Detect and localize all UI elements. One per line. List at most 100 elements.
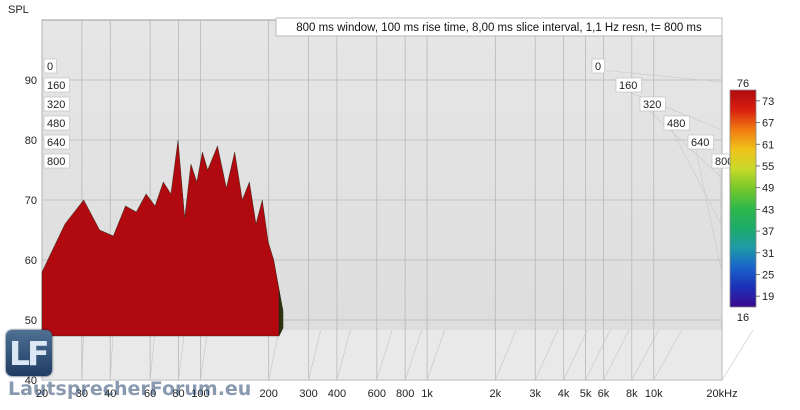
floor-line [336, 329, 351, 381]
time-tick-label: 480 [47, 118, 65, 130]
x-tick-label: 40 [104, 388, 116, 400]
color-scale-gradient [729, 89, 757, 308]
y-tick-label: 60 [25, 255, 37, 267]
time-tick-right: 320 [639, 96, 666, 112]
time-tick-left: 640 [43, 134, 70, 150]
x-tick-label: 800 [396, 388, 414, 400]
waterfall-surface [41, 139, 284, 337]
time-axis-labels: 0 0 160 160 320 320 480 480 640 640 800 800 [43, 58, 738, 169]
watermark-site-name: LautsprecherForum.eu [8, 378, 252, 400]
x-tick-label: 60 [144, 388, 156, 400]
x-tick-label: 600 [368, 388, 386, 400]
time-tick-label: 320 [47, 99, 65, 111]
time-tick-box [687, 134, 714, 150]
floor-line [404, 329, 422, 381]
time-tick-label: 0 [595, 61, 601, 73]
x-tick-label: 2k [490, 388, 502, 400]
watermark-logo: LF LautsprecherForum.eu [6, 330, 251, 402]
time-tick-box [43, 96, 70, 112]
time-tick-right: 0 [591, 58, 605, 74]
floor-line [376, 329, 393, 381]
time-tick-box [591, 58, 605, 74]
floor-line [268, 329, 280, 381]
depth-guide [719, 169, 723, 323]
time-tick-box [43, 115, 70, 131]
color-tick-label: 49 [762, 183, 774, 195]
x-tick-label: 3k [529, 388, 541, 400]
time-tick-right: 640 [687, 134, 714, 150]
x-tick-label: 4k [558, 388, 570, 400]
depth-guide [599, 69, 723, 83]
x-tick-label: 1k [421, 388, 433, 400]
time-tick-left: 800 [43, 153, 70, 169]
x-tick-label: 400 [328, 388, 346, 400]
time-tick-left: 160 [43, 77, 70, 93]
x-axis-labels: 20 30 40 60 80 100 200 300 400 600 800 1k 2k 3k 4k 5k 6k… [36, 388, 738, 400]
time-tick-left: 480 [43, 115, 70, 131]
x-tick-label: 200 [259, 388, 277, 400]
time-tick-label: 640 [47, 137, 65, 149]
floor-line [308, 329, 322, 381]
time-tick-left: 320 [43, 96, 70, 112]
time-tick-label: 480 [667, 118, 685, 130]
floor-line [721, 329, 754, 381]
chart-title-text: 800 ms window, 100 ms rise time, 8,00 ms… [296, 22, 702, 34]
time-tick-box [43, 153, 70, 169]
waterfall-slice [41, 139, 280, 337]
time-tick-box [43, 58, 57, 74]
floor-line [495, 329, 517, 381]
y-axis-labels: 40 50 60 70 80 90 [25, 75, 37, 387]
x-tick-label: 300 [299, 388, 317, 400]
color-tick-label: 31 [762, 248, 774, 260]
time-tick-label: 800 [47, 156, 65, 168]
depth-guide [671, 129, 723, 227]
chart-title: 800 ms window, 100 ms rise time, 8,00 ms… [275, 17, 723, 37]
x-tick-label: 10k [645, 388, 663, 400]
time-tick-label: 320 [643, 99, 661, 111]
time-tick-right: 480 [663, 115, 690, 131]
floor-line [109, 329, 114, 381]
time-tick-right: 160 [615, 77, 642, 93]
color-tick-label: 61 [762, 139, 774, 151]
time-tick-label: 160 [47, 80, 65, 92]
y-tick-label: 50 [25, 315, 37, 327]
y-tick-label: 40 [25, 375, 37, 387]
time-tick-left: 0 [43, 58, 57, 74]
y-tick-label: 80 [25, 135, 37, 147]
color-tick-label: 76 [737, 78, 749, 90]
floor-line [426, 329, 445, 381]
color-tick-label: 37 [762, 226, 774, 238]
floor-line [603, 329, 630, 381]
y-axis-title: SPL [8, 4, 29, 16]
floor-line [81, 329, 85, 381]
depth-guide [623, 89, 723, 131]
color-tick-label: 19 [762, 291, 774, 303]
y-tick-label: 90 [25, 75, 37, 87]
floor-line [653, 329, 682, 381]
time-tick-box [615, 77, 642, 93]
color-scale-bar: 16 19 25 31 37 43 49 55 61 67 73 76 [729, 78, 774, 324]
floor-line [149, 329, 156, 381]
time-tick-box [43, 134, 70, 150]
x-tick-label: 80 [172, 388, 184, 400]
lf-logo-icon: LF [6, 330, 52, 376]
floor-line [200, 329, 208, 381]
x-tick-label: 6k [598, 388, 610, 400]
color-tick-label: 67 [762, 118, 774, 130]
x-tick-label: 100 [191, 388, 209, 400]
color-tick-label: 55 [762, 161, 774, 173]
y-tick-label: 70 [25, 195, 37, 207]
color-tick-label: 25 [762, 269, 774, 281]
depth-guide [647, 109, 723, 179]
x-tick-label: 30 [76, 388, 88, 400]
time-tick-box [639, 96, 666, 112]
floor-line [178, 329, 185, 381]
x-tick-label: 8k [626, 388, 638, 400]
floor-line [631, 329, 659, 381]
time-tick-label: 160 [619, 80, 637, 92]
time-tick-box [43, 77, 70, 93]
logo-letters: LF [9, 334, 50, 373]
x-tick-label: 5k [580, 388, 592, 400]
